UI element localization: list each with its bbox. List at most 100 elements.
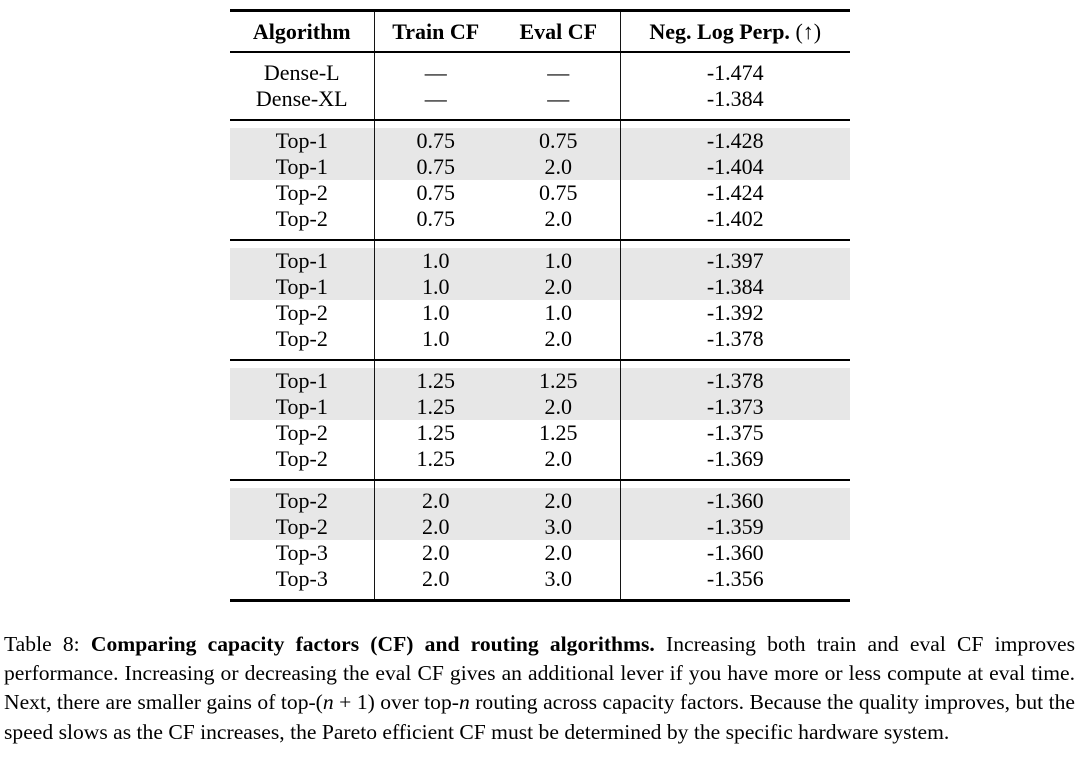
spacer-row <box>230 232 850 240</box>
cell-algorithm: Top-2 <box>275 300 328 325</box>
cell-neg-log-perp: -1.373 <box>619 394 850 420</box>
col-header-neg-log-perp: Neg. Log Perp. (↑) <box>619 10 850 53</box>
table-row: Top-2 0.75 2.0 -1.402 <box>230 206 850 232</box>
cell-train-cf: — <box>373 86 497 112</box>
row-group-cf-0.75: Top-1 0.75 0.75 -1.428 Top-1 0.75 2.0 -1.404 Top… <box>230 120 850 240</box>
cell-neg-log-perp: -1.424 <box>619 180 850 206</box>
cell-algorithm: Top-2 <box>275 206 328 231</box>
spacer-cell <box>619 480 850 488</box>
spacer-row <box>230 472 850 480</box>
cell-train-cf: — <box>373 60 497 86</box>
cell-eval-cf: 3.0 <box>497 514 620 540</box>
table-row: Top-3 2.0 2.0 -1.360 <box>230 540 850 566</box>
spacer-cell <box>619 592 850 601</box>
table-row: Top-1 0.75 0.75 -1.428 <box>230 128 850 154</box>
spacer-cell <box>497 480 620 488</box>
table-row: Top-2 1.0 2.0 -1.378 <box>230 326 850 352</box>
spacer-row <box>230 592 850 601</box>
spacer-row <box>230 360 850 368</box>
cell-algorithm: Top-3 <box>275 540 328 565</box>
row-group-dense-baselines: Dense-L — — -1.474 Dense-XL — — -1.384 <box>230 52 850 120</box>
col-header-eval-cf: Eval CF <box>497 10 620 53</box>
spacer-cell <box>373 592 497 601</box>
cell-eval-cf: 1.0 <box>544 300 573 325</box>
cell-train-cf: 0.75 <box>373 154 497 180</box>
table-row: Top-2 1.0 1.0 -1.392 <box>230 300 850 326</box>
spacer-cell <box>497 240 620 248</box>
caption-segment-italic: n <box>458 690 470 715</box>
table-row: Top-3 2.0 3.0 -1.356 <box>230 566 850 592</box>
spacer-cell <box>230 480 374 488</box>
spacer-cell <box>373 480 497 488</box>
cell-train-cf: 1.0 <box>373 274 497 300</box>
spacer-cell <box>619 232 850 240</box>
cell-algorithm: Top-2 <box>230 488 374 514</box>
cell-eval-cf: 1.0 <box>497 248 620 274</box>
cell-algorithm: Dense-L <box>263 60 340 85</box>
table-row: Top-2 0.75 0.75 -1.424 <box>230 180 850 206</box>
spacer-cell <box>230 232 374 240</box>
spacer-cell <box>373 120 497 128</box>
spacer-cell <box>230 352 374 360</box>
header-row: Algorithm Train CF Eval CF Neg. Log Perp… <box>230 10 850 53</box>
spacer-row <box>230 120 850 128</box>
table-row: Top-1 1.0 1.0 -1.397 <box>230 248 850 274</box>
caption-segment-normal: Increasing both train and eval CF improv… <box>4 632 1075 715</box>
table-row: Top-2 1.25 1.25 -1.375 <box>230 420 850 446</box>
cell-algorithm: Top-1 <box>230 368 374 394</box>
table-row: Dense-L — — -1.474 <box>230 60 850 86</box>
cell-eval-cf: — <box>547 86 570 111</box>
spacer-cell <box>373 52 497 60</box>
caption-segment-normal: + 1) over top- <box>333 690 459 715</box>
cell-train-cf: 0.75 <box>373 206 497 232</box>
spacer-cell <box>230 240 374 248</box>
cell-neg-log-perp: -1.392 <box>619 300 850 326</box>
spacer-cell <box>619 360 850 368</box>
results-table: Algorithm Train CF Eval CF Neg. Log Perp… <box>230 9 850 602</box>
cell-neg-log-perp: -1.474 <box>619 60 850 86</box>
cell-algorithm: Dense-XL <box>255 86 348 111</box>
spacer-cell <box>497 352 620 360</box>
spacer-cell <box>497 112 620 120</box>
spacer-cell <box>497 360 620 368</box>
table-row: Top-1 1.25 1.25 -1.378 <box>230 368 850 394</box>
cell-train-cf: 1.25 <box>373 394 497 420</box>
spacer-row <box>230 352 850 360</box>
cell-train-cf: 0.75 <box>373 180 497 206</box>
cell-eval-cf: 2.0 <box>497 488 620 514</box>
table-row: Top-2 1.25 2.0 -1.369 <box>230 446 850 472</box>
cell-neg-log-perp: -1.359 <box>619 514 850 540</box>
spacer-row <box>230 52 850 60</box>
cell-eval-cf: 2.0 <box>544 326 573 351</box>
spacer-cell <box>497 232 620 240</box>
cell-algorithm: Top-1 <box>230 154 374 180</box>
row-group-cf-2.0: Top-2 2.0 2.0 -1.360 Top-2 2.0 3.0 -1.359 Top-3 2… <box>230 480 850 601</box>
cell-eval-cf: 2.0 <box>544 206 573 231</box>
cell-neg-log-perp: -1.375 <box>619 420 850 446</box>
spacer-cell <box>230 52 374 60</box>
spacer-cell <box>619 112 850 120</box>
spacer-cell <box>619 240 850 248</box>
table-row: Top-2 2.0 3.0 -1.359 <box>230 514 850 540</box>
cell-eval-cf: 2.0 <box>497 394 620 420</box>
cell-neg-log-perp: -1.360 <box>619 488 850 514</box>
cell-neg-log-perp: -1.356 <box>619 566 850 592</box>
spacer-cell <box>230 112 374 120</box>
cell-train-cf: 2.0 <box>373 566 497 592</box>
spacer-cell <box>373 352 497 360</box>
spacer-row <box>230 112 850 120</box>
cell-neg-log-perp: -1.404 <box>619 154 850 180</box>
paper-page: Algorithm Train CF Eval CF Neg. Log Perp… <box>0 9 1080 779</box>
spacer-cell <box>230 120 374 128</box>
spacer-cell <box>497 52 620 60</box>
table-row: Top-1 1.25 2.0 -1.373 <box>230 394 850 420</box>
cell-algorithm: Top-2 <box>275 420 328 445</box>
up-arrow-indicator: (↑) <box>789 19 822 44</box>
cell-neg-log-perp: -1.369 <box>619 446 850 472</box>
spacer-cell <box>373 360 497 368</box>
cell-eval-cf: 0.75 <box>539 180 578 205</box>
spacer-cell <box>497 472 620 480</box>
cell-eval-cf: 1.25 <box>497 368 620 394</box>
caption-segment-normal: Table 8: <box>4 632 91 656</box>
cell-algorithm: Top-1 <box>230 128 374 154</box>
